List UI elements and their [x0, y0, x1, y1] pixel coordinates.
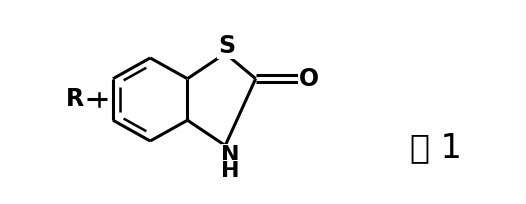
- Text: S: S: [218, 34, 235, 58]
- Text: O: O: [299, 67, 319, 91]
- Text: N: N: [221, 145, 240, 165]
- Text: H: H: [221, 161, 240, 181]
- Text: 式 1: 式 1: [410, 131, 462, 164]
- Text: R: R: [66, 88, 84, 111]
